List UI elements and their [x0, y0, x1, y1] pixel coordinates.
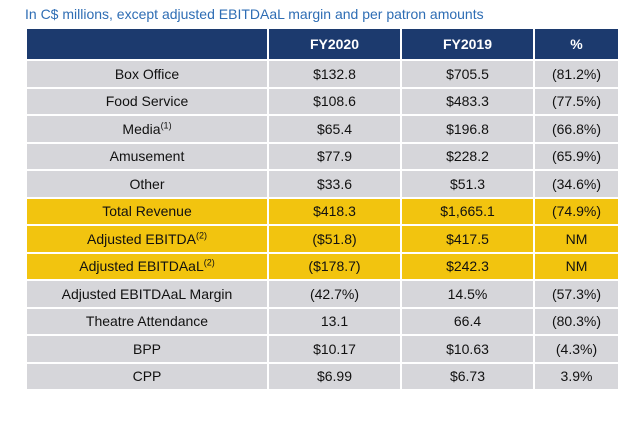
- cell-fy2020: $108.6: [269, 88, 400, 114]
- row-label-text: Media: [122, 120, 161, 137]
- cell-fy2019: $1,665.1: [402, 198, 533, 224]
- row-label-text: CPP: [132, 368, 162, 385]
- cell-percent: (66.8%): [535, 116, 618, 142]
- cell-fy2019: 14.5%: [402, 281, 533, 307]
- cell-fy2019: $705.5: [402, 61, 533, 87]
- cell-fy2019: $196.8: [402, 116, 533, 142]
- row-label: Media(1): [27, 116, 267, 142]
- table-row: Adjusted EBITDAaL(2) ($178.7) $242.3 NM: [27, 253, 618, 279]
- cell-percent: (74.9%): [535, 198, 618, 224]
- table-header-row: FY2020 FY2019 %: [27, 29, 618, 59]
- row-label: Amusement: [27, 143, 267, 169]
- row-label-text: Theatre Attendance: [85, 313, 209, 330]
- cell-fy2019: $242.3: [402, 253, 533, 279]
- cell-percent: (34.6%): [535, 171, 618, 197]
- cell-percent: NM: [535, 226, 618, 252]
- cell-fy2019: $10.63: [402, 336, 533, 362]
- header-blank-cell: [27, 29, 267, 59]
- header-fy2019: FY2019: [402, 29, 533, 59]
- table-row: Media(1) $65.4 $196.8 (66.8%): [27, 116, 618, 142]
- cell-fy2020: ($51.8): [269, 226, 400, 252]
- cell-fy2019: $228.2: [402, 143, 533, 169]
- row-label: Adjusted EBITDAaL Margin: [27, 281, 267, 307]
- cell-fy2020: $418.3: [269, 198, 400, 224]
- table-row: Amusement $77.9 $228.2 (65.9%): [27, 143, 618, 169]
- row-label-text: Amusement: [109, 148, 185, 165]
- table-row: Other $33.6 $51.3 (34.6%): [27, 171, 618, 197]
- row-label: Total Revenue: [27, 198, 267, 224]
- cell-fy2020: $65.4: [269, 116, 400, 142]
- row-label-text: Adjusted EBITDA: [87, 230, 196, 247]
- cell-fy2019: $6.73: [402, 363, 533, 389]
- cell-percent: (80.3%): [535, 308, 618, 334]
- cell-percent: (77.5%): [535, 88, 618, 114]
- cell-percent: (81.2%): [535, 61, 618, 87]
- cell-fy2019: $51.3: [402, 171, 533, 197]
- cell-fy2020: 13.1: [269, 308, 400, 334]
- table-row: Adjusted EBITDAaL Margin (42.7%) 14.5% (57.…: [27, 281, 618, 307]
- footnote-marker: (2): [203, 257, 215, 268]
- cell-fy2019: $417.5: [402, 226, 533, 252]
- cell-fy2020: $10.17: [269, 336, 400, 362]
- cell-fy2020: $33.6: [269, 171, 400, 197]
- cell-percent: (65.9%): [535, 143, 618, 169]
- cell-fy2020: $6.99: [269, 363, 400, 389]
- cell-fy2020: $77.9: [269, 143, 400, 169]
- row-label-text: Box Office: [114, 65, 180, 82]
- row-label: Theatre Attendance: [27, 308, 267, 334]
- row-label: Adjusted EBITDA(2): [27, 226, 267, 252]
- footnote-marker: (2): [195, 230, 207, 241]
- row-label: Food Service: [27, 88, 267, 114]
- row-label: Box Office: [27, 61, 267, 87]
- table-row: Theatre Attendance 13.1 66.4 (80.3%): [27, 308, 618, 334]
- row-label: BPP: [27, 336, 267, 362]
- table-row: BPP $10.17 $10.63 (4.3%): [27, 336, 618, 362]
- footnote-marker: (1): [160, 120, 172, 131]
- row-label: Other: [27, 171, 267, 197]
- table-row: Box Office $132.8 $705.5 (81.2%): [27, 61, 618, 87]
- row-label-text: Total Revenue: [102, 203, 192, 220]
- row-label-text: Adjusted EBITDAaL: [79, 258, 204, 275]
- row-label-text: Adjusted EBITDAaL Margin: [61, 285, 233, 302]
- cell-fy2019: $483.3: [402, 88, 533, 114]
- row-label-text: BPP: [132, 340, 161, 357]
- row-label: CPP: [27, 363, 267, 389]
- table-row: Food Service $108.6 $483.3 (77.5%): [27, 88, 618, 114]
- table-row: Total Revenue $418.3 $1,665.1 (74.9%): [27, 198, 618, 224]
- financial-summary-table: FY2020 FY2019 % Box Office $132.8 $705.5 (8…: [25, 27, 620, 391]
- cell-percent: NM: [535, 253, 618, 279]
- cell-fy2020: (42.7%): [269, 281, 400, 307]
- table-row: CPP $6.99 $6.73 3.9%: [27, 363, 618, 389]
- row-label-text: Other: [129, 175, 165, 192]
- table-row: Adjusted EBITDA(2) ($51.8) $417.5 NM: [27, 226, 618, 252]
- cell-percent: (4.3%): [535, 336, 618, 362]
- cell-percent: 3.9%: [535, 363, 618, 389]
- cell-fy2020: ($178.7): [269, 253, 400, 279]
- table-subtitle: In C$ millions, except adjusted EBITDAaL…: [25, 6, 484, 22]
- cell-fy2019: 66.4: [402, 308, 533, 334]
- cell-percent: (57.3%): [535, 281, 618, 307]
- row-label: Adjusted EBITDAaL(2): [27, 253, 267, 279]
- cell-fy2020: $132.8: [269, 61, 400, 87]
- header-fy2020: FY2020: [269, 29, 400, 59]
- row-label-text: Food Service: [105, 93, 189, 110]
- header-percent: %: [535, 29, 618, 59]
